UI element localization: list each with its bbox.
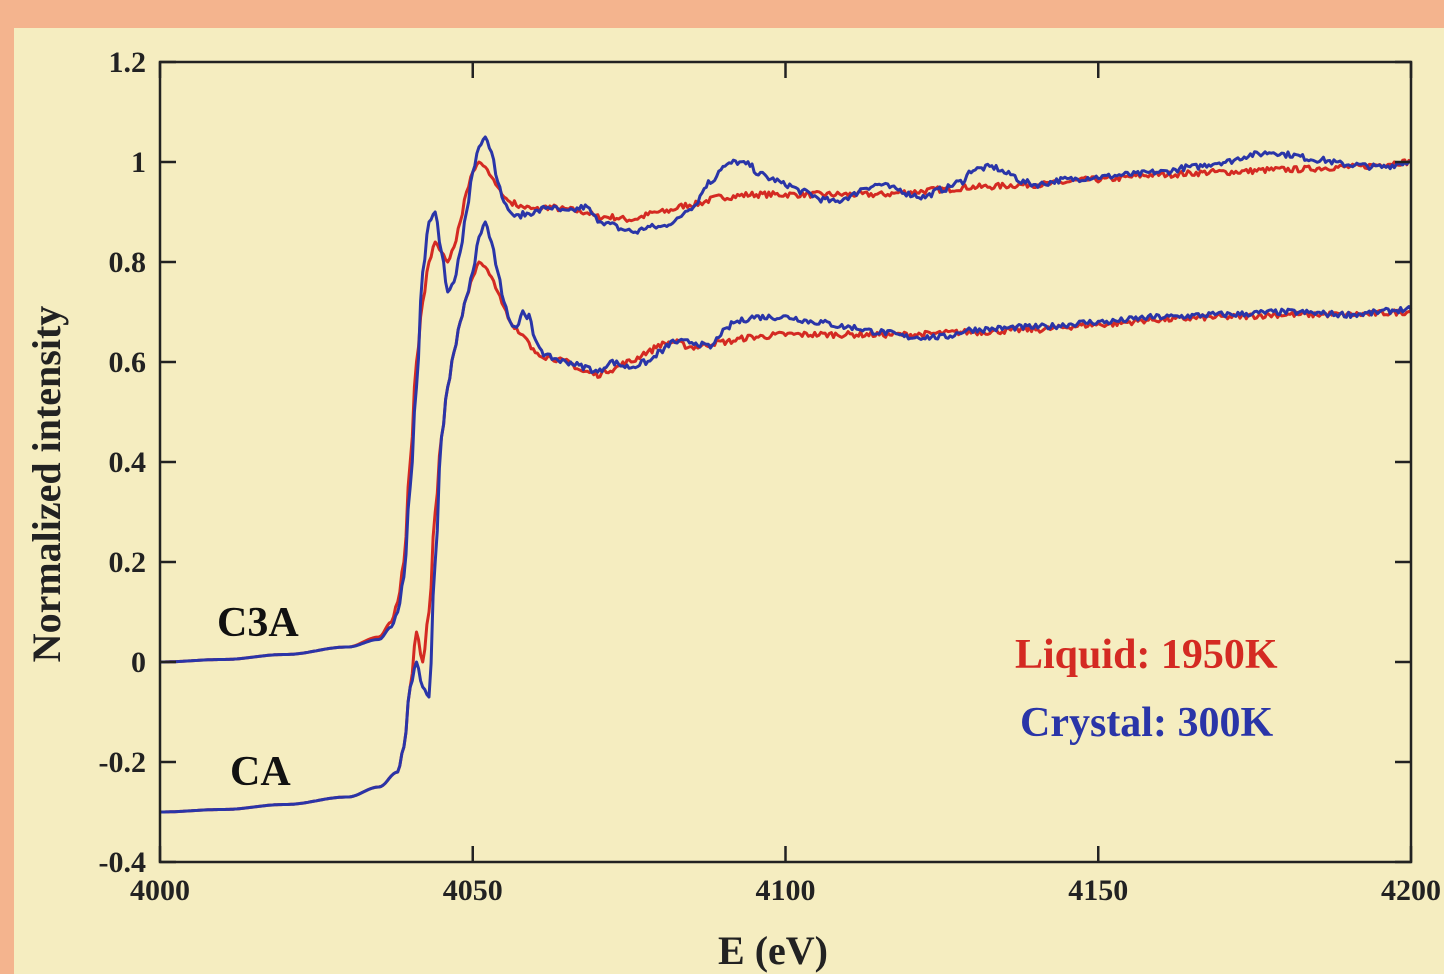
y-tick-label: 0 [131,646,146,679]
y-tick-label: 0.2 [109,546,147,579]
x-tick-label: 4100 [756,874,816,907]
y-tick-label: 1.2 [109,46,147,79]
y-tick-label: 0.6 [109,346,147,379]
x-axis-title: E (eV) [718,928,828,973]
series-layer [160,135,1413,814]
legend-liquid: Liquid: 1950K [1015,632,1278,678]
series-line-3 [160,220,1413,814]
xanes-chart: 4000 4050 4100 4150 4200 -0.4 -0.2 0 0.2 0.4 0.6 0.… [24,46,1442,973]
x-tick-label: 4050 [443,874,503,907]
y-tick-label: -0.4 [99,846,147,879]
labels-layer: 4000 4050 4100 4150 4200 -0.4 -0.2 0 0.2 0.4 0.6 0.… [99,46,1442,907]
legend-crystal: Crystal: 300K [1020,700,1273,746]
x-tick-label: 4200 [1381,874,1441,907]
series-line-0 [160,158,1412,664]
series-line-1 [160,135,1412,664]
annotation-c3a: C3A [217,600,299,646]
annotation-ca: CA [230,749,291,795]
y-tick-label: 1 [131,146,146,179]
x-tick-label: 4000 [130,874,190,907]
x-tick-label: 4150 [1068,874,1128,907]
y-tick-label: 0.4 [109,446,147,479]
chart-panel: 4000 4050 4100 4150 4200 -0.4 -0.2 0 0.2 0.4 0.6 0.… [14,28,1444,974]
ticks-layer [158,60,1413,864]
y-tick-label: -0.2 [99,746,147,779]
y-tick-label: 0.8 [109,246,147,279]
y-axis-title: Normalized intensity [24,306,69,663]
